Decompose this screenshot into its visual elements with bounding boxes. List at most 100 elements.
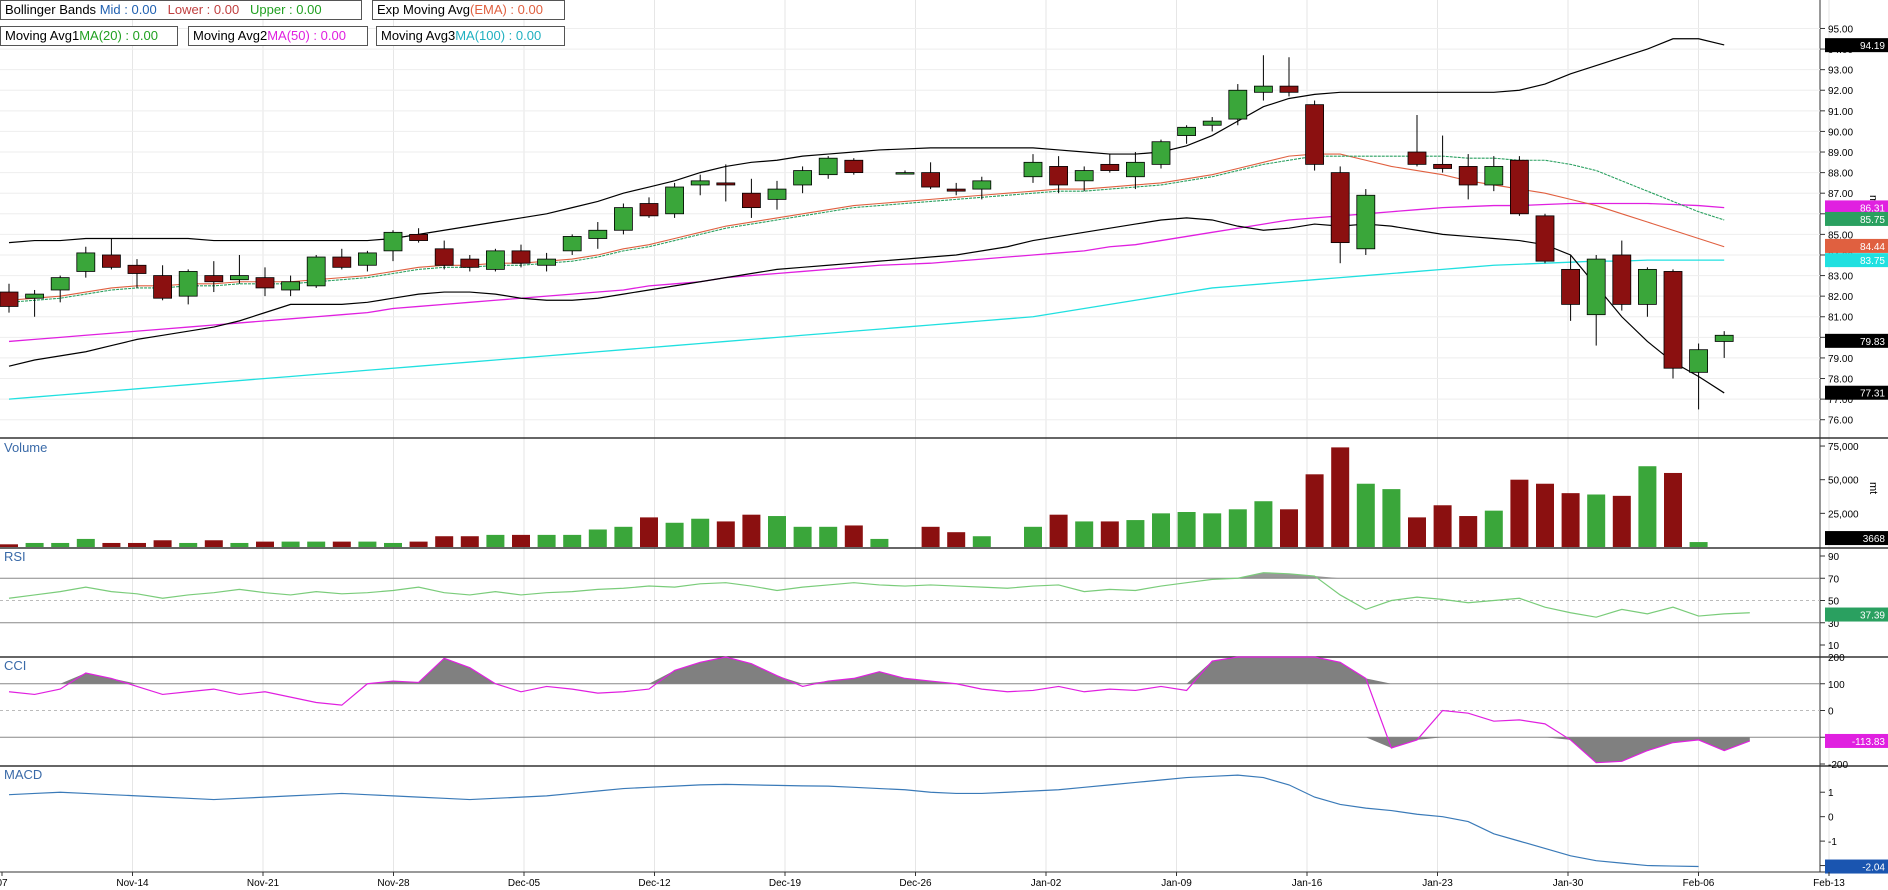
rsi-panel-label: RSI (4, 549, 26, 564)
candle-up (562, 236, 582, 252)
volume-bar (512, 534, 530, 547)
candle-up (281, 281, 301, 291)
volume-unit-label: mt (1867, 482, 1879, 494)
candle-down (153, 275, 173, 299)
price-tick-label: 92.00 (1828, 86, 1853, 97)
volume-bar (691, 518, 710, 547)
price-panel[interactable] (0, 38, 1734, 410)
volume-bar (486, 534, 505, 547)
volume-tick-label: 50,000 (1828, 476, 1859, 487)
volume-bar (819, 526, 838, 547)
legend-bb-name: Bollinger Bands (5, 2, 97, 17)
volume-bar (1459, 516, 1478, 547)
candle-up (50, 277, 70, 291)
macd-value-badge: -2.04 (1825, 859, 1888, 874)
candle-up (895, 172, 915, 175)
volume-bar (307, 541, 326, 547)
volume-bar (665, 522, 684, 547)
value-badge-text: -2.04 (1862, 863, 1885, 874)
volume-bar (972, 536, 991, 547)
value-badge-bg (1825, 238, 1888, 253)
candle-down (0, 291, 19, 307)
volume-bar (1536, 483, 1554, 547)
candle-down (1663, 271, 1683, 369)
candle-up (1202, 120, 1222, 126)
ma50-line (8, 202, 1725, 343)
price-value-badge: 84.44 (1825, 238, 1888, 253)
candle-up (1638, 268, 1657, 305)
value-badge-bg (1825, 385, 1888, 400)
x-tick-label: Nov-14 (116, 878, 149, 889)
candle-down (1433, 163, 1452, 169)
volume-bar (1305, 474, 1324, 547)
volume-bar (1203, 513, 1222, 547)
candle-up (1023, 161, 1043, 178)
value-badge-text: 3668 (1863, 534, 1886, 545)
legend-ma2[interactable]: Moving Avg2MA(50) : 0.00 (188, 26, 368, 46)
legend-bollinger[interactable]: Bollinger Bands Mid : 0.00 Lower : 0.00 … (0, 0, 362, 20)
value-badge-bg (1825, 607, 1888, 622)
value-badge-bg (1825, 200, 1888, 215)
x-tick-label: 07 (0, 878, 8, 889)
price-tick-label: 85.00 (1828, 230, 1853, 241)
volume-bar (716, 521, 735, 547)
x-tick-label: Dec-19 (769, 878, 802, 889)
legend-ema[interactable]: Exp Moving Avg(EMA) : 0.00 (372, 0, 565, 20)
volume-bar (409, 541, 428, 547)
legend-ma3-name: Moving Avg3 (381, 28, 456, 43)
candle-up (357, 252, 377, 266)
cci-panel[interactable] (0, 656, 1820, 764)
volume-bar (1638, 466, 1657, 547)
candle-up (537, 258, 556, 266)
legend-ma1[interactable]: Moving Avg1MA(20) : 0.00 (0, 26, 178, 46)
volume-bar (1408, 517, 1426, 547)
candle-down (1330, 172, 1350, 244)
volume-bar (844, 525, 863, 547)
candle-up (1151, 141, 1171, 165)
cci-tick-label: 200 (1828, 653, 1845, 664)
cci-tick-label: -200 (1828, 760, 1848, 771)
volume-bar (153, 540, 172, 547)
candle-up (793, 170, 812, 186)
x-tick-label: Feb-06 (1683, 878, 1715, 889)
volume-bar (0, 544, 18, 547)
candle-down (434, 248, 454, 266)
value-badge-bg (1825, 859, 1888, 874)
cci-overbought-fill (60, 673, 138, 684)
volume-bar (281, 541, 300, 547)
volume-bar (179, 542, 198, 547)
rsi-line (8, 572, 1750, 618)
candle-up (485, 250, 505, 270)
volume-value-badge: 3668 (1825, 531, 1888, 546)
candle-down (639, 203, 659, 217)
volume-bar (76, 538, 95, 547)
candle-up (767, 188, 787, 200)
value-badge-text: -113.83 (1852, 737, 1886, 748)
volume-bar (870, 538, 889, 547)
value-badge-bg (1825, 38, 1888, 53)
macd-panel[interactable] (8, 774, 1699, 868)
legend-ma3[interactable]: Moving Avg3MA(100) : 0.00 (376, 26, 565, 46)
candle-down (460, 258, 480, 268)
candle-up (614, 207, 633, 231)
candle-down (102, 254, 121, 268)
value-badge-text: 37.39 (1860, 611, 1885, 622)
candle-up (972, 180, 992, 190)
candle-up (1228, 89, 1248, 120)
price-value-badge: 94.19 (1825, 38, 1888, 53)
volume-bar (742, 514, 761, 547)
x-tick-label: Jan-02 (1031, 878, 1062, 889)
price-tick-label: 83.00 (1828, 272, 1853, 283)
volume-tick-label: 25,000 (1828, 509, 1859, 520)
price-tick-label: 82.00 (1828, 292, 1853, 303)
volume-bar (1100, 521, 1119, 547)
price-tick-label: 77.00 (1828, 395, 1853, 406)
volume-panel[interactable] (0, 447, 1708, 547)
cci-panel-label: CCI (4, 658, 26, 673)
volume-bar (1664, 472, 1682, 547)
rsi-panel[interactable] (0, 572, 1820, 624)
volume-bar (1126, 520, 1145, 547)
candle-up (588, 229, 608, 239)
candle-down (1305, 104, 1324, 165)
